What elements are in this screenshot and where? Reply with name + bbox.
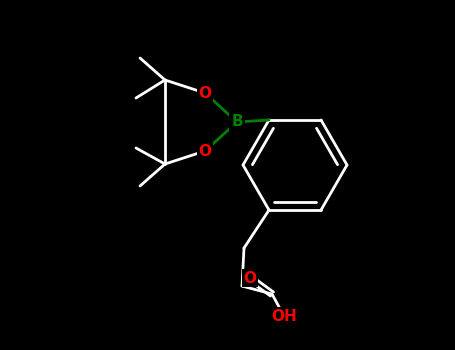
Text: O: O [198, 85, 212, 100]
Text: O: O [198, 144, 212, 159]
Text: B: B [231, 114, 243, 130]
Text: OH: OH [271, 309, 297, 323]
Text: O: O [243, 271, 257, 286]
